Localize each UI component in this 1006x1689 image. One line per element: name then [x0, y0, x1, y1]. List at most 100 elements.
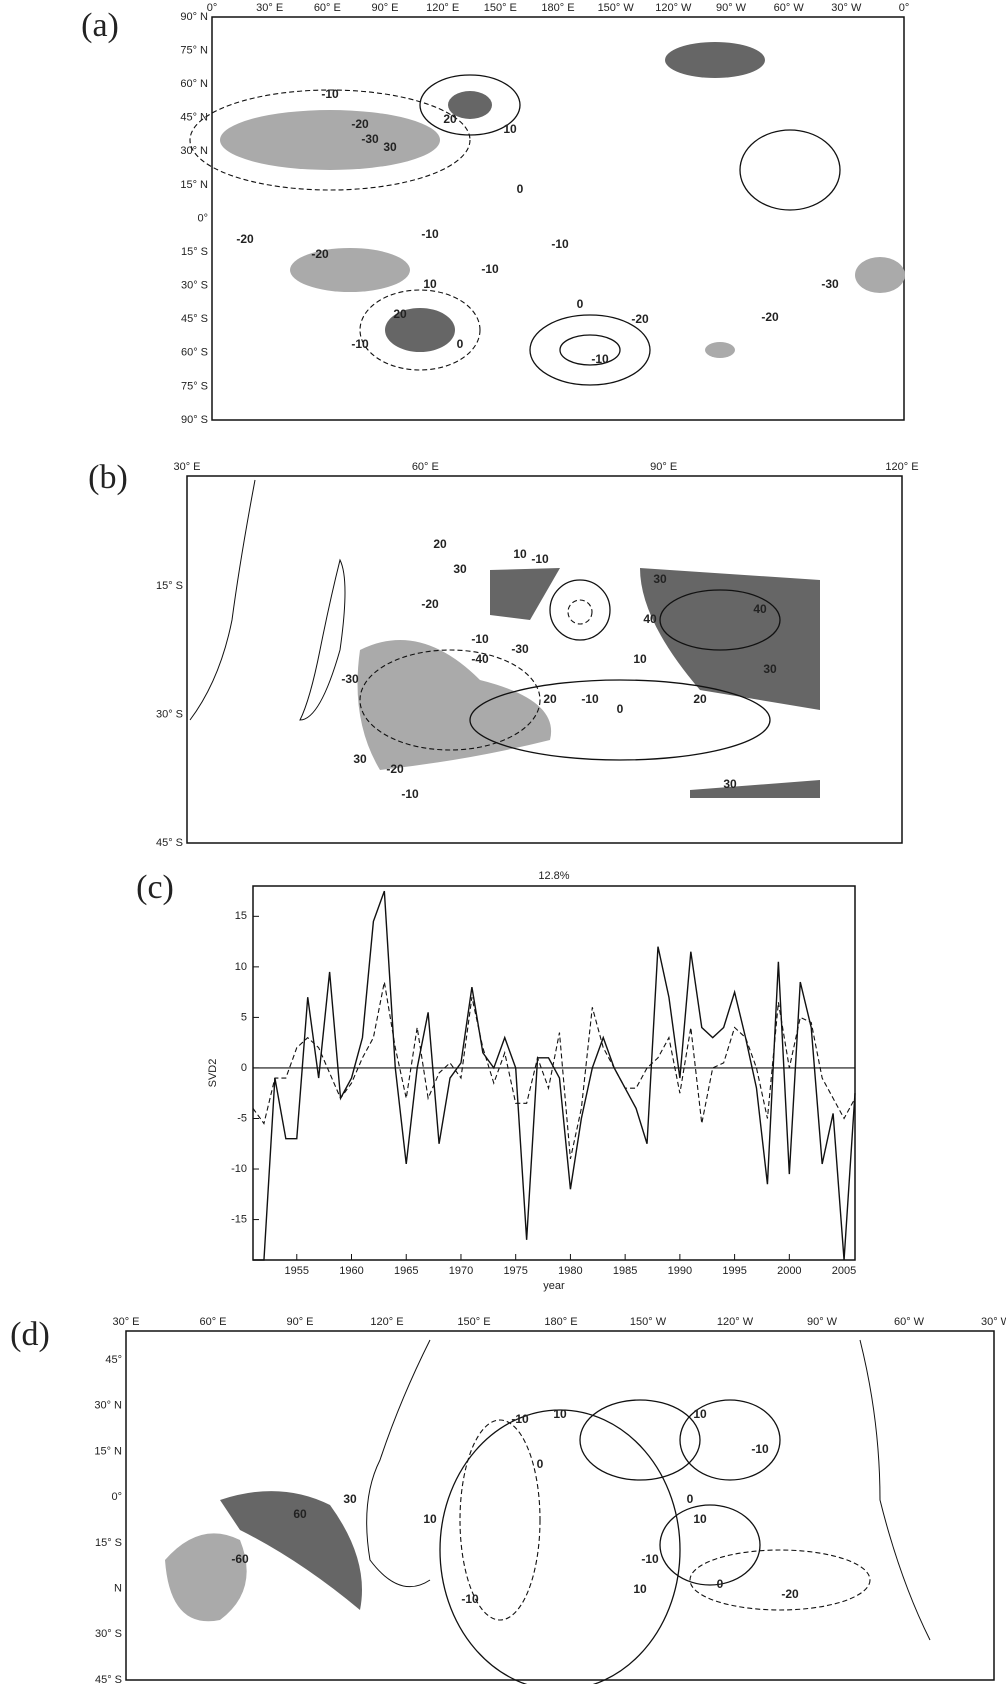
contour-label: 20 [433, 537, 447, 551]
x-tick-label: 120° W [655, 2, 692, 14]
x-tick-label: 150° E [457, 1316, 490, 1328]
x-tick-label: 1965 [394, 1265, 418, 1277]
contour-label: 10 [503, 122, 517, 136]
contour-label: -20 [351, 117, 369, 131]
y-tick-label: 15° S [156, 580, 183, 592]
y-tick-label: N [114, 1582, 122, 1594]
contour-label: -10 [421, 227, 439, 241]
contour-label: 0 [687, 1492, 694, 1506]
contour-label: -10 [751, 1442, 769, 1456]
x-tick-label: 2005 [832, 1265, 856, 1277]
x-tick-label: 120° E [370, 1316, 403, 1328]
x-tick-label: 30° E [112, 1316, 139, 1328]
contour-label: -10 [591, 352, 609, 366]
contour-label: -30 [511, 642, 529, 656]
x-tick-label: 150° W [598, 2, 635, 14]
contour-label: 10 [513, 547, 527, 561]
x-tick-label: 180° E [541, 2, 574, 14]
x-axis-title: year [543, 1280, 565, 1292]
x-tick-label: 120° E [885, 461, 918, 473]
contour-label: -10 [471, 632, 489, 646]
y-tick-label: 75° N [180, 44, 208, 56]
y-tick-label: 30° N [94, 1400, 122, 1412]
panel-label: (b) [88, 459, 128, 496]
panel-label: (c) [136, 869, 174, 906]
x-tick-label: 0° [899, 2, 910, 14]
contour-label: -20 [236, 232, 254, 246]
y-tick-label: 15° S [95, 1537, 122, 1549]
x-tick-label: 60° W [774, 2, 805, 14]
chart-title: 12.8% [538, 870, 569, 882]
x-tick-label: 2000 [777, 1265, 801, 1277]
y-tick-label: 30° S [156, 708, 183, 720]
x-tick-label: 1955 [285, 1265, 309, 1277]
y-tick-label: -5 [237, 1112, 247, 1124]
x-tick-label: 90° E [650, 461, 677, 473]
contour-label: -40 [471, 652, 489, 666]
x-tick-label: 1970 [449, 1265, 473, 1277]
y-tick-label: 15 [235, 910, 247, 922]
contour-label: 0 [577, 297, 584, 311]
contour-label: 30 [723, 777, 737, 791]
contour-label: 20 [693, 692, 707, 706]
contour-label: 10 [423, 277, 437, 291]
contour-label: 30 [763, 662, 777, 676]
contour-label: 0 [717, 1577, 724, 1591]
contour-label: 0 [517, 182, 524, 196]
shading [165, 1339, 931, 1689]
x-tick-label: 90° W [807, 1316, 838, 1328]
x-tick-label: 1975 [503, 1265, 527, 1277]
contour-label: -30 [341, 672, 359, 686]
x-tick-label: 90° E [286, 1316, 313, 1328]
contour-label: -10 [581, 692, 599, 706]
contour-label: -10 [461, 1592, 479, 1606]
y-tick-label: 15° N [94, 1445, 122, 1457]
y-tick-label: 45° [105, 1354, 122, 1366]
contour-label: -10 [511, 1412, 529, 1426]
contour-label: -20 [761, 310, 779, 324]
contour-label: 30 [453, 562, 467, 576]
x-tick-label: 30° E [173, 461, 200, 473]
contour-label: -30 [821, 277, 839, 291]
shading [189, 42, 905, 386]
x-tick-label: 120° W [717, 1316, 754, 1328]
contour-label: 30 [353, 752, 367, 766]
y-tick-label: 10 [235, 961, 247, 973]
contour-label: 30 [343, 1492, 357, 1506]
series-line [252, 981, 856, 1160]
contour-label: 20 [543, 692, 557, 706]
series-line [253, 890, 856, 1261]
contour-label: 0 [457, 337, 464, 351]
contour-label: 10 [423, 1512, 437, 1526]
y-tick-label: 45° S [95, 1674, 122, 1684]
y-tick-label: 15° N [180, 179, 208, 191]
x-tick-label: 60° E [314, 2, 341, 14]
x-tick-label: 90° E [371, 2, 398, 14]
y-tick-label: -10 [231, 1163, 247, 1175]
x-tick-label: 1980 [558, 1265, 582, 1277]
contour-label: 10 [633, 1582, 647, 1596]
y-tick-label: -15 [231, 1213, 247, 1225]
y-tick-label: 60° S [181, 347, 208, 359]
x-tick-label: 1985 [613, 1265, 637, 1277]
contour-label: 0 [617, 702, 624, 716]
y-tick-label: 15° S [181, 246, 208, 258]
panel-label: (d) [10, 1316, 50, 1353]
contour-label: -60 [231, 1552, 249, 1566]
y-tick-label: 30° S [95, 1628, 122, 1640]
x-tick-label: 180° E [544, 1316, 577, 1328]
x-tick-label: 30° W [831, 2, 862, 14]
contour-label: -20 [631, 312, 649, 326]
x-tick-label: 150° E [484, 2, 517, 14]
shading [189, 479, 820, 798]
contour-label: -10 [551, 237, 569, 251]
contour-label: -20 [386, 762, 404, 776]
map-frame [125, 1330, 995, 1681]
panel-label: (a) [81, 7, 119, 44]
contour-label: -10 [641, 1552, 659, 1566]
x-tick-label: 1960 [339, 1265, 363, 1277]
contour-label: -10 [351, 337, 369, 351]
y-tick-label: 45° S [156, 837, 183, 849]
contour-label: 40 [643, 612, 657, 626]
y-axis-title: SVD2 [207, 1059, 219, 1088]
